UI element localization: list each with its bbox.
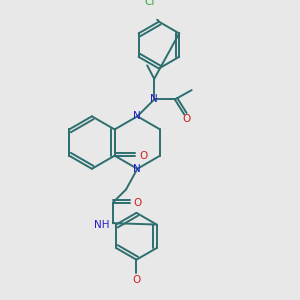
Text: N: N: [134, 111, 141, 121]
Text: O: O: [132, 275, 140, 285]
Text: NH: NH: [94, 220, 110, 230]
Text: O: O: [182, 114, 190, 124]
Text: Cl: Cl: [144, 0, 155, 7]
Text: N: N: [150, 94, 158, 104]
Text: O: O: [139, 151, 147, 161]
Text: N: N: [134, 164, 141, 174]
Text: O: O: [134, 197, 142, 208]
